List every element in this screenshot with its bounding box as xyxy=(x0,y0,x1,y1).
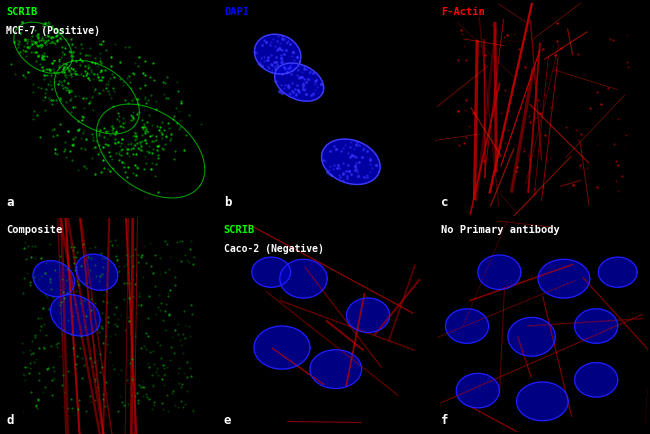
Ellipse shape xyxy=(70,76,94,97)
Text: c: c xyxy=(441,196,448,209)
Polygon shape xyxy=(322,139,380,184)
Text: F-Actin: F-Actin xyxy=(441,7,485,17)
Text: No Primary antibody: No Primary antibody xyxy=(441,225,560,235)
Text: e: e xyxy=(224,414,231,427)
Text: SCRIB: SCRIB xyxy=(224,225,255,235)
Text: f: f xyxy=(441,414,448,427)
Text: Composite: Composite xyxy=(6,225,62,235)
Polygon shape xyxy=(51,295,100,336)
Polygon shape xyxy=(254,326,310,369)
Polygon shape xyxy=(575,309,618,343)
Text: d: d xyxy=(6,414,14,427)
Text: Caco-2 (Negative): Caco-2 (Negative) xyxy=(224,244,324,254)
Text: a: a xyxy=(6,196,14,209)
Polygon shape xyxy=(280,260,327,298)
Polygon shape xyxy=(478,255,521,289)
Text: b: b xyxy=(224,196,231,209)
Polygon shape xyxy=(445,309,489,343)
Polygon shape xyxy=(456,373,499,408)
Polygon shape xyxy=(33,261,75,297)
Text: SCRIB: SCRIB xyxy=(6,7,38,17)
Polygon shape xyxy=(310,350,361,388)
Ellipse shape xyxy=(46,45,62,59)
Polygon shape xyxy=(575,363,618,397)
Polygon shape xyxy=(254,34,301,74)
Text: DAPI: DAPI xyxy=(224,7,249,17)
Polygon shape xyxy=(538,260,590,298)
Polygon shape xyxy=(275,63,324,101)
Polygon shape xyxy=(76,254,118,290)
Polygon shape xyxy=(508,317,555,356)
Polygon shape xyxy=(599,257,637,287)
Text: MCF-7 (Positive): MCF-7 (Positive) xyxy=(6,26,101,36)
Polygon shape xyxy=(517,382,568,421)
Polygon shape xyxy=(252,257,291,287)
Polygon shape xyxy=(346,298,389,332)
